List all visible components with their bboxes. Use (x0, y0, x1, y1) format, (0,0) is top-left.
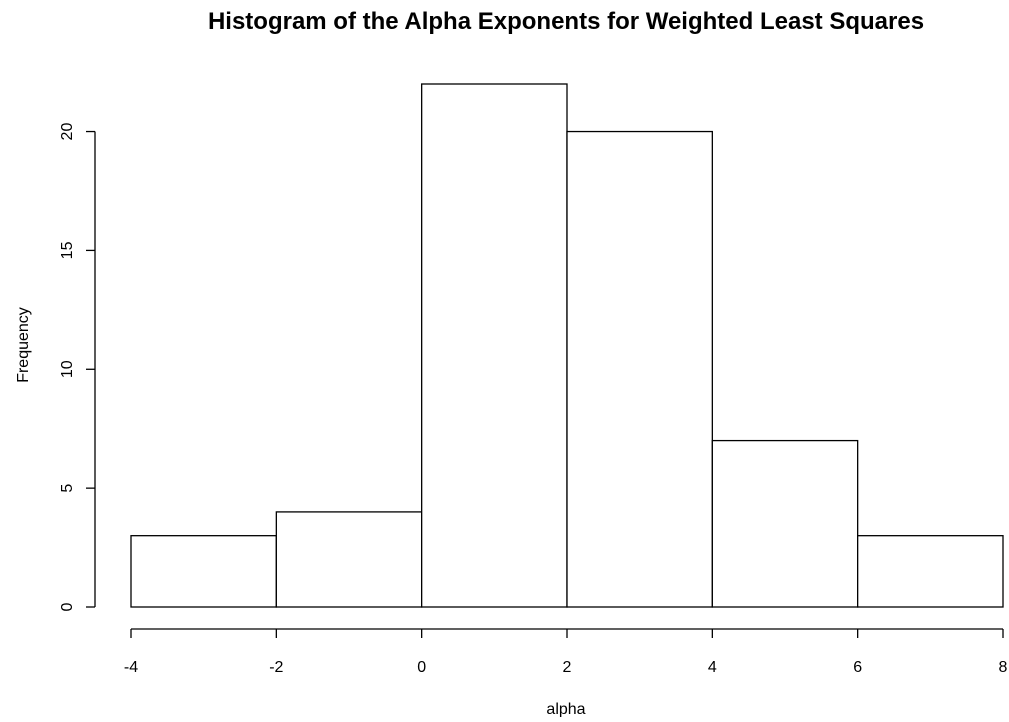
y-tick-label-3: 15 (59, 241, 76, 259)
y-tick-label-4: 20 (59, 123, 76, 141)
y-axis: 0 5 10 15 20 (59, 123, 96, 611)
x-tick-label-6: 8 (999, 659, 1008, 676)
y-tick-label-2: 10 (59, 360, 76, 378)
x-tick-label-2: 0 (417, 659, 426, 676)
y-tick-label-1: 5 (59, 484, 76, 493)
histogram-bar-0 (130, 535, 277, 608)
histogram-bar-2 (421, 83, 568, 608)
histogram-bar-3 (566, 130, 713, 608)
histogram-bar-4 (711, 439, 859, 608)
y-axis-label: Frequency (15, 307, 32, 383)
bars-group (130, 83, 1004, 608)
y-tick-label-0: 0 (59, 602, 76, 611)
x-tick-label-1: -2 (269, 659, 283, 676)
x-tick-label-4: 4 (708, 659, 717, 676)
x-tick-label-5: 6 (853, 659, 862, 676)
x-tick-label-0: -4 (124, 659, 138, 676)
x-axis-label: alpha (546, 701, 585, 717)
x-axis: -4 -2 0 2 4 6 8 (124, 628, 1008, 676)
histogram-bar-1 (275, 511, 423, 608)
chart-title: Histogram of the Alpha Exponents for Wei… (208, 8, 924, 35)
histogram-bar-5 (857, 535, 1004, 608)
x-tick-label-3: 2 (563, 659, 572, 676)
